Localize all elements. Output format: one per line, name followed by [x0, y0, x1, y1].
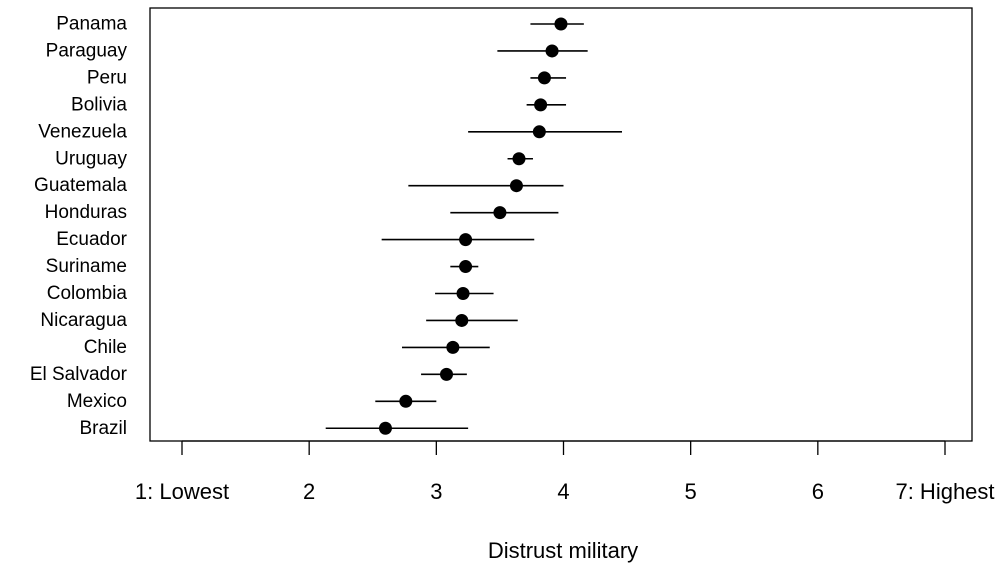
country-label: Paraguay — [46, 40, 128, 61]
country-label: Uruguay — [55, 148, 127, 169]
x-tick-label: 4 — [557, 479, 569, 504]
point-estimate — [378, 421, 392, 435]
point-estimate — [532, 125, 546, 139]
country-label: Mexico — [67, 391, 127, 412]
country-label: Brazil — [79, 418, 127, 439]
point-estimate — [534, 98, 548, 112]
point-estimate — [455, 313, 469, 327]
point-estimate — [440, 367, 454, 381]
point-estimate — [512, 152, 526, 166]
country-label: Honduras — [45, 202, 127, 223]
point-estimate — [459, 260, 473, 274]
x-axis-ticks: 1: Lowest 2 3 4 5 6 7: Highest — [135, 441, 995, 504]
point-estimate — [537, 71, 551, 85]
point-estimate — [493, 206, 507, 220]
point-estimates — [378, 17, 568, 435]
confidence-intervals — [325, 23, 622, 430]
country-label: Panama — [56, 14, 127, 35]
x-tick-label: 1: Lowest — [135, 479, 229, 504]
x-axis-title: Distrust military — [488, 538, 638, 563]
plot-frame — [149, 7, 973, 442]
point-estimate — [509, 179, 523, 193]
country-label: Suriname — [46, 256, 127, 277]
x-tick-label: 3 — [430, 479, 442, 504]
point-estimate — [399, 394, 413, 408]
point-estimate — [456, 287, 470, 300]
country-label: Venezuela — [38, 121, 127, 142]
x-tick-label: 7: Highest — [895, 479, 994, 504]
country-label: Guatemala — [34, 175, 127, 196]
country-label: El Salvador — [30, 364, 128, 385]
country-label: Bolivia — [71, 94, 127, 115]
point-estimate — [459, 233, 473, 247]
x-tick-label: 2 — [303, 479, 315, 504]
country-label: Chile — [84, 337, 127, 358]
country-label: Peru — [87, 67, 127, 88]
country-label: Ecuador — [56, 229, 127, 250]
country-label: Nicaragua — [40, 310, 127, 331]
country-label: Colombia — [47, 283, 128, 304]
x-tick-label: 5 — [685, 479, 697, 504]
y-axis-labels: Panama Paraguay Peru Bolivia Venezuela Urugua… — [30, 14, 128, 439]
x-tick-label: 6 — [812, 479, 824, 504]
point-estimate — [446, 340, 460, 354]
point-estimate — [554, 17, 568, 31]
point-estimate — [545, 44, 559, 58]
